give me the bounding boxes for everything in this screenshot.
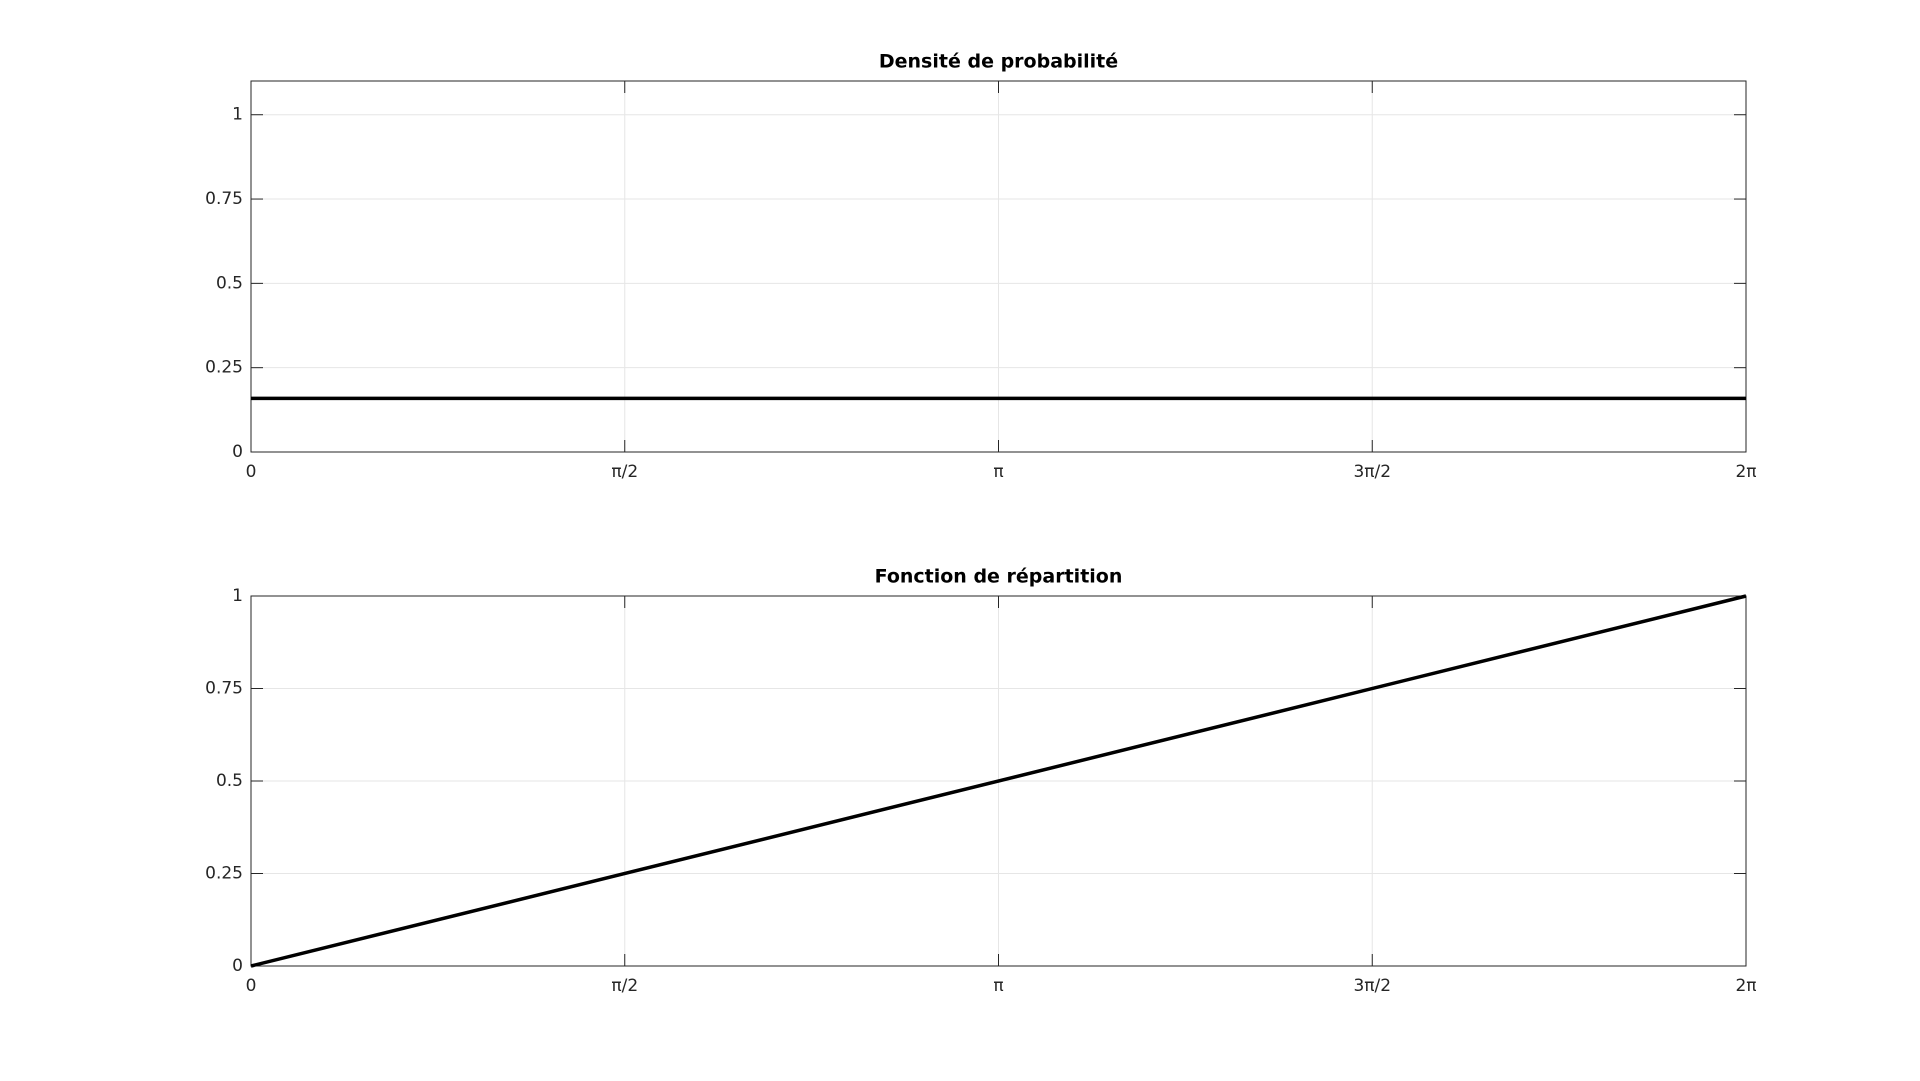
y-tick-label: 0 <box>232 956 243 976</box>
x-tick-label: 2π <box>1735 976 1756 996</box>
x-tick-label: π/2 <box>611 976 638 996</box>
chart-title: Fonction de répartition <box>875 566 1123 588</box>
y-tick-label: 1 <box>232 586 243 606</box>
x-tick-label: π <box>993 976 1003 996</box>
y-tick-label: 0.5 <box>216 771 243 791</box>
data-line <box>250 594 1747 968</box>
y-tick-label: 0.25 <box>205 358 243 378</box>
x-tick-label: 2π <box>1735 462 1756 482</box>
x-tick-label: 3π/2 <box>1353 976 1391 996</box>
y-tick-label: 0 <box>232 442 243 462</box>
x-tick-label: π/2 <box>611 462 638 482</box>
x-tick-label: 3π/2 <box>1353 462 1391 482</box>
y-tick-label: 0.25 <box>205 864 243 884</box>
x-tick-label: 0 <box>246 462 257 482</box>
y-tick-label: 0.75 <box>205 679 243 699</box>
x-tick-label: 0 <box>246 976 257 996</box>
axes-box <box>250 595 1747 967</box>
axes-box <box>250 80 1747 453</box>
y-tick-label: 1 <box>232 105 243 125</box>
chart-title: Densité de probabilité <box>879 51 1118 73</box>
y-tick-label: 0.75 <box>205 189 243 209</box>
x-tick-label: π <box>993 462 1003 482</box>
y-tick-label: 0.5 <box>216 273 243 293</box>
